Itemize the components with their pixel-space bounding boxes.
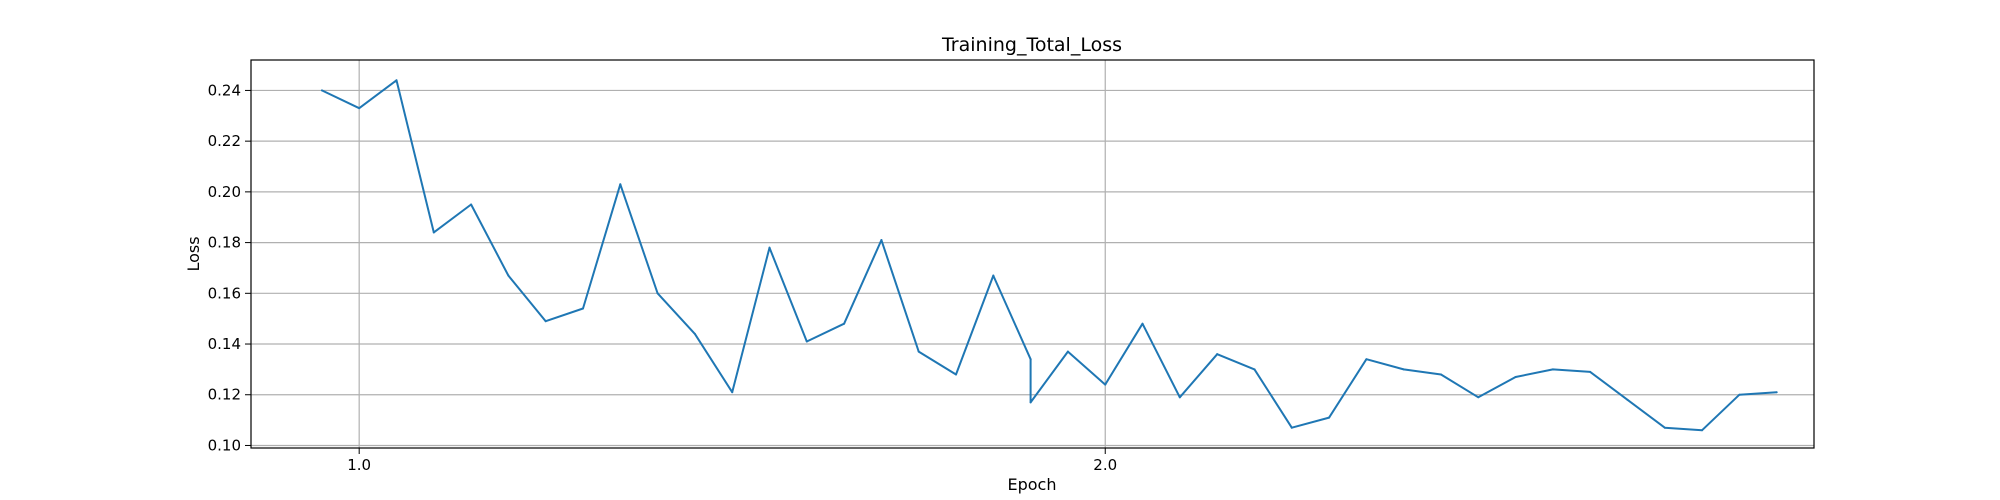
loss-data-point [1477,396,1480,399]
loss-data-point [1402,368,1405,371]
y-tick-label: 0.14 [208,335,241,353]
loss-data-point [1029,358,1032,361]
loss-data-point [1066,350,1069,353]
loss-data-point [768,246,771,249]
loss-data-point [544,320,547,323]
loss-data-point [880,239,883,242]
loss-data-point [581,307,584,310]
loss-data-point [470,203,473,206]
loss-data-point [1029,401,1032,404]
loss-data-point [395,79,398,82]
y-tick-label: 0.20 [208,183,241,201]
loss-data-point [1738,393,1741,396]
y-tick-label: 0.16 [208,284,241,302]
plot-frame [250,59,1815,449]
loss-data-point [1626,398,1629,401]
loss-data-point [1775,391,1778,394]
loss-data-point [992,274,995,277]
y-tick-label: 0.24 [208,81,241,99]
loss-data-point [1178,396,1181,399]
loss-data-point [1701,429,1704,432]
loss-data-point [1514,375,1517,378]
y-tick-label: 0.18 [208,234,241,252]
loss-data-point [1216,353,1219,356]
loss-data-point [805,340,808,343]
loss-data-point [1365,358,1368,361]
x-tick-label: 2.0 [1093,456,1117,474]
loss-data-point [1141,322,1144,325]
loss-data-point [1663,426,1666,429]
loss-data-point [1104,383,1107,386]
loss-data-point [955,373,958,376]
loss-data-point [432,231,435,234]
loss-data-point [731,391,734,394]
loss-data-point [693,332,696,335]
y-axis-label: Loss [184,236,203,271]
loss-data-point [843,322,846,325]
loss-data-point [1328,416,1331,419]
loss-data-point [619,183,622,186]
loss-data-point [1253,368,1256,371]
x-tick-label: 1.0 [347,456,371,474]
chart-title: Training_Total_Loss [941,34,1122,56]
loss-series-line [321,79,1777,432]
tick-layer: 0.10 0.12 0.14 0.16 0.18 0.20 0.22 0.24 1.0 2.0 [208,81,1118,474]
loss-data-point [1551,368,1554,371]
grid-layer [251,60,1814,448]
series-layer [320,79,1778,432]
y-tick-label: 0.10 [208,436,241,454]
loss-data-point [656,292,659,295]
y-tick-label: 0.12 [208,386,241,404]
loss-data-point [1589,370,1592,373]
loss-data-point [1439,373,1442,376]
x-axis-label: Epoch [1008,475,1057,494]
loss-data-point [320,89,323,92]
loss-data-point [917,350,920,353]
loss-data-point [358,107,361,110]
y-tick-label: 0.22 [208,132,241,150]
loss-data-point [1290,426,1293,429]
loss-data-point [507,274,510,277]
